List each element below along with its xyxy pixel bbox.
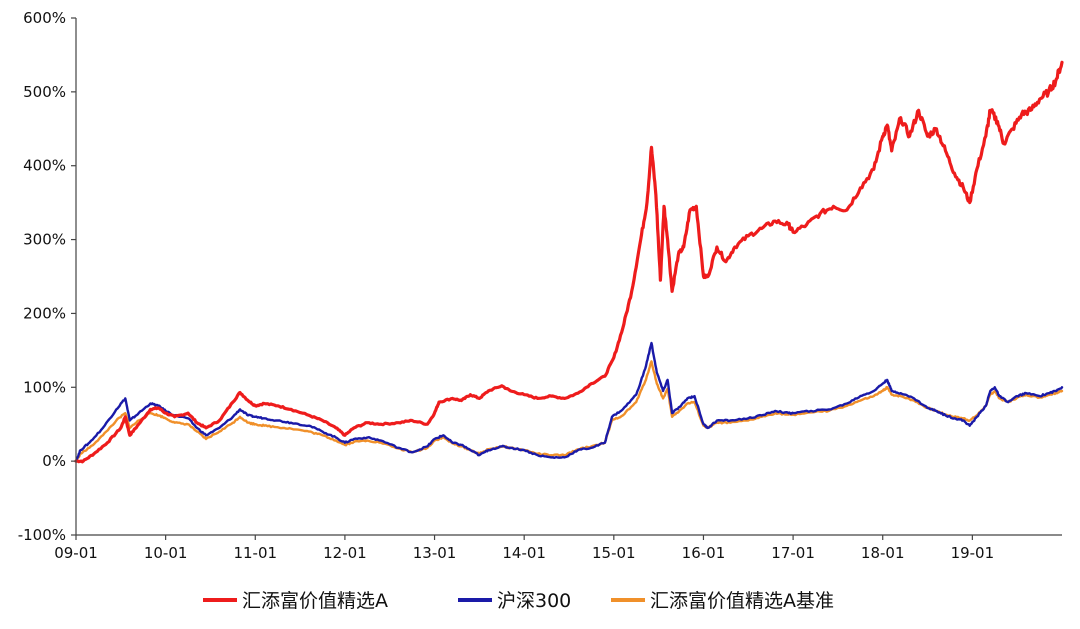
y-tick-label: -100%: [18, 526, 66, 544]
x-axis-tick-labels: 09-01 10-01 11-01 12-01 13-01 14-01 15-01 16-01…: [54, 544, 994, 562]
series-layer: [74, 60, 1064, 464]
x-tick-label: 10-01: [144, 544, 188, 562]
x-tick-label: 19-01: [951, 544, 995, 562]
y-tick-label: 0%: [42, 452, 66, 470]
x-tick-label: 09-01: [54, 544, 98, 562]
legend-label-0: 汇添富价值精选A: [242, 590, 388, 612]
x-tick-label: 12-01: [323, 544, 367, 562]
legend-label-2: 汇添富价值精选A基准: [650, 590, 834, 612]
x-tick-label: 16-01: [682, 544, 726, 562]
y-tick-label: 300%: [23, 231, 66, 249]
x-tick-label: 13-01: [413, 544, 457, 562]
legend-label-1: 沪深300: [497, 590, 571, 612]
series-line-1: [74, 341, 1064, 463]
x-tick-label: 18-01: [861, 544, 905, 562]
x-tick-label: 14-01: [502, 544, 546, 562]
x-tick-label: 11-01: [233, 544, 277, 562]
y-axis-tick-labels: 600% 500% 400% 300% 200% 100% 0% -100%: [18, 9, 66, 544]
y-tick-label: 600%: [23, 9, 66, 27]
x-tick-label: 17-01: [771, 544, 815, 562]
x-tick-label: 15-01: [592, 544, 636, 562]
y-tick-label: 500%: [23, 83, 66, 101]
series-line-0: [74, 60, 1064, 464]
axes: [71, 17, 1062, 540]
series-line-2: [74, 360, 1064, 463]
y-tick-label: 400%: [23, 157, 66, 175]
y-tick-label: 200%: [23, 304, 66, 322]
legend: 汇添富价值精选A 沪深300 汇添富价值精选A基准: [203, 590, 834, 612]
y-tick-label: 100%: [23, 378, 66, 396]
